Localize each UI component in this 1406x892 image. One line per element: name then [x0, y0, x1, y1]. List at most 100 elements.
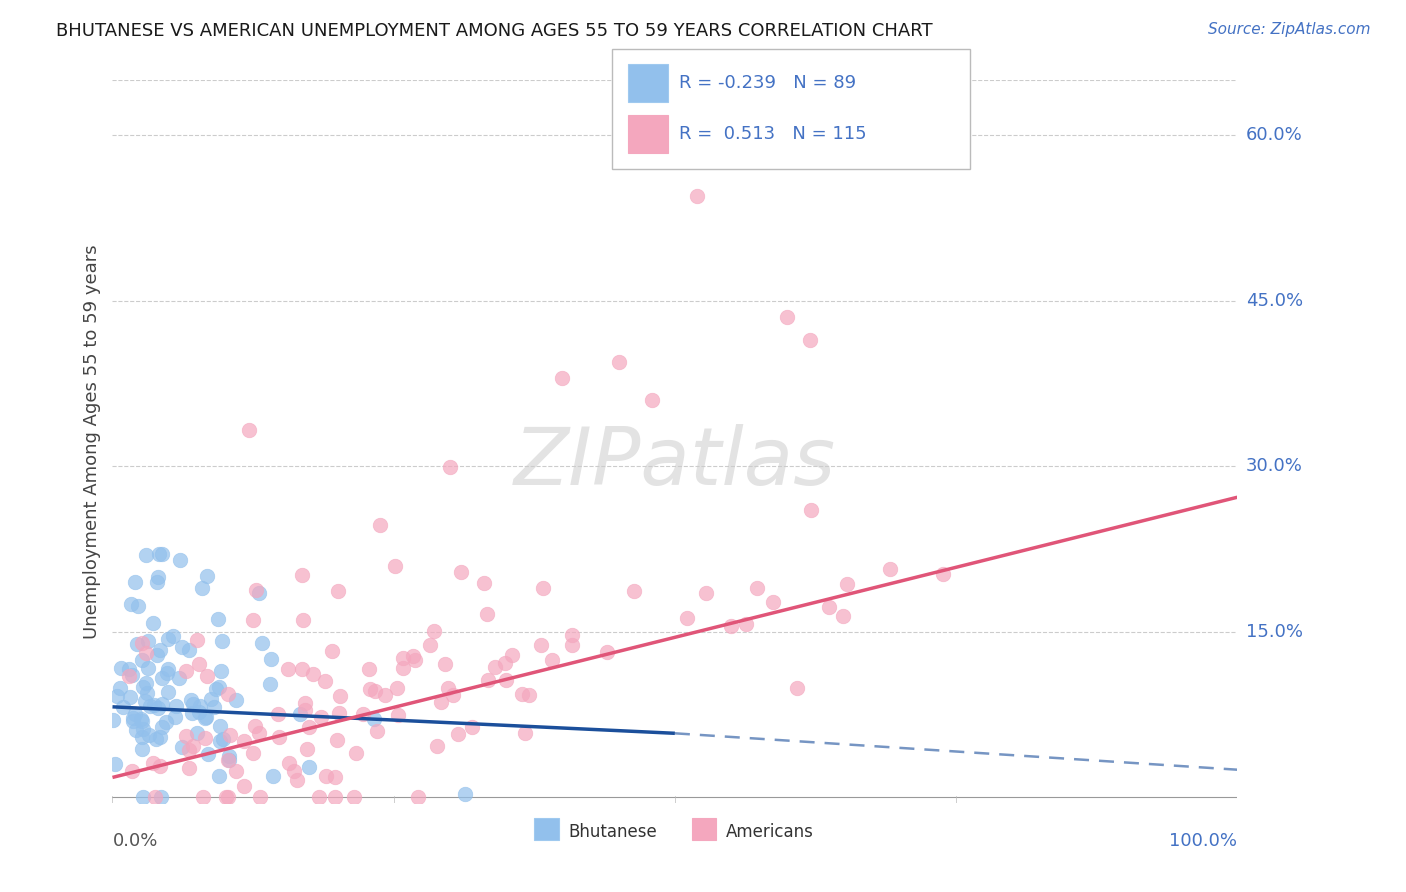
Point: [720, 619, 742, 633]
Point: [188, 699, 211, 714]
Point: [138, 728, 160, 742]
Point: [167, 671, 190, 685]
Point: [233, 779, 256, 793]
Point: [315, 769, 337, 783]
Point: [149, 790, 172, 805]
Point: [298, 720, 321, 734]
Text: 30.0%: 30.0%: [1246, 458, 1302, 475]
Point: [118, 690, 141, 705]
Point: [278, 756, 301, 771]
Point: [352, 706, 374, 721]
Point: [118, 661, 141, 675]
Point: [259, 677, 281, 691]
Point: [817, 600, 839, 615]
Point: [800, 503, 823, 517]
Point: [180, 692, 202, 706]
Text: R = -0.239   N = 89: R = -0.239 N = 89: [679, 74, 856, 92]
Point: [735, 616, 758, 631]
Point: [156, 665, 179, 680]
Point: [294, 696, 316, 710]
Point: [494, 656, 516, 670]
Point: [308, 790, 330, 805]
Point: [179, 761, 201, 775]
Point: [291, 662, 314, 676]
Point: [125, 723, 148, 738]
Point: [121, 667, 143, 681]
Point: [475, 607, 498, 621]
Point: [837, 577, 859, 591]
Point: [291, 568, 314, 582]
Point: [531, 581, 554, 595]
Point: [177, 743, 200, 757]
Point: [188, 657, 211, 672]
Text: Bhutanese: Bhutanese: [568, 823, 657, 841]
Point: [146, 648, 169, 663]
Point: [170, 640, 193, 654]
Point: [366, 723, 388, 738]
Point: [205, 682, 228, 697]
Point: [225, 692, 247, 706]
Point: [104, 757, 127, 772]
Point: [165, 710, 187, 724]
Point: [495, 673, 517, 687]
Point: [124, 575, 146, 590]
Point: [194, 711, 217, 725]
Point: [832, 608, 855, 623]
Point: [321, 644, 343, 658]
Point: [344, 747, 367, 761]
Point: [131, 742, 153, 756]
Point: [193, 790, 215, 805]
Point: [110, 661, 132, 675]
Point: [197, 747, 219, 762]
Point: [132, 680, 155, 694]
Point: [165, 698, 187, 713]
Point: [447, 727, 470, 741]
Point: [266, 706, 288, 721]
Point: [110, 681, 132, 695]
Point: [384, 559, 406, 574]
Point: [326, 732, 349, 747]
Point: [117, 669, 139, 683]
Point: [139, 698, 162, 713]
Point: [174, 665, 197, 679]
Point: [105, 689, 128, 703]
Point: [328, 584, 350, 599]
Text: ZIPatlas: ZIPatlas: [513, 425, 837, 502]
Point: [129, 712, 152, 726]
Point: [150, 720, 173, 734]
Text: R =  0.513   N = 115: R = 0.513 N = 115: [679, 125, 866, 143]
Point: [404, 653, 426, 667]
Point: [294, 703, 316, 717]
Point: [288, 707, 311, 722]
Point: [641, 393, 664, 408]
Point: [132, 790, 155, 805]
Point: [217, 687, 239, 701]
Point: [186, 726, 208, 740]
Point: [218, 749, 240, 764]
Point: [202, 700, 225, 714]
Point: [148, 547, 170, 561]
Point: [329, 689, 352, 703]
Point: [170, 739, 193, 754]
Point: [157, 662, 180, 676]
Point: [142, 698, 165, 712]
Point: [387, 707, 409, 722]
Point: [260, 652, 283, 666]
Point: [150, 697, 173, 711]
Text: 100.0%: 100.0%: [1170, 831, 1237, 850]
Point: [194, 710, 217, 724]
Point: [314, 674, 336, 689]
Point: [247, 586, 270, 600]
Point: [472, 575, 495, 590]
Point: [208, 768, 231, 782]
Point: [136, 634, 159, 648]
FancyBboxPatch shape: [692, 818, 717, 840]
Point: [131, 653, 153, 667]
Point: [359, 662, 381, 676]
Point: [217, 790, 239, 805]
Point: [208, 680, 231, 694]
Point: [762, 595, 785, 609]
Point: [150, 671, 173, 685]
Point: [180, 706, 202, 720]
Y-axis label: Unemployment Among Ages 55 to 59 years: Unemployment Among Ages 55 to 59 years: [83, 244, 101, 639]
